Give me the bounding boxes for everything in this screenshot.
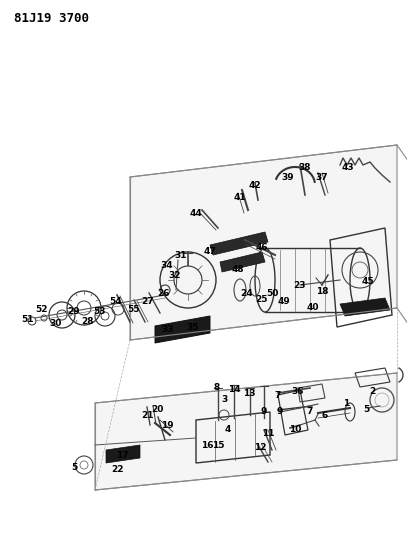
Text: 23: 23 — [294, 281, 306, 290]
Text: 24: 24 — [241, 289, 253, 298]
Text: 9: 9 — [261, 407, 267, 416]
Text: 16: 16 — [201, 441, 213, 450]
Text: 32: 32 — [169, 271, 181, 279]
Text: 10: 10 — [289, 425, 301, 434]
Text: 22: 22 — [112, 465, 124, 474]
Text: 5: 5 — [363, 406, 369, 415]
Text: 13: 13 — [243, 390, 255, 399]
Text: 19: 19 — [161, 421, 173, 430]
Text: 30: 30 — [50, 319, 62, 327]
Text: 18: 18 — [316, 287, 328, 296]
Text: 5: 5 — [71, 463, 77, 472]
Text: 14: 14 — [228, 385, 240, 394]
Text: 9: 9 — [277, 408, 283, 416]
Polygon shape — [340, 298, 390, 316]
Text: 3: 3 — [221, 395, 227, 405]
Text: 15: 15 — [212, 441, 224, 450]
Text: 31: 31 — [175, 251, 187, 260]
Polygon shape — [95, 373, 397, 490]
Text: 52: 52 — [36, 305, 48, 314]
Text: 1: 1 — [343, 399, 349, 408]
Text: 12: 12 — [254, 443, 266, 453]
Text: 42: 42 — [249, 182, 261, 190]
Text: 50: 50 — [266, 288, 278, 297]
Polygon shape — [130, 145, 397, 340]
Text: 21: 21 — [141, 411, 153, 421]
Text: 40: 40 — [307, 303, 319, 312]
Text: 4: 4 — [225, 425, 231, 434]
Text: 45: 45 — [362, 278, 374, 287]
Text: 36: 36 — [292, 387, 304, 397]
Polygon shape — [155, 316, 210, 343]
Text: 47: 47 — [204, 247, 217, 256]
Text: 33: 33 — [162, 326, 174, 335]
Text: 55: 55 — [127, 305, 139, 314]
Text: 26: 26 — [157, 288, 169, 297]
Text: 53: 53 — [94, 308, 106, 317]
Text: 27: 27 — [142, 297, 154, 306]
Text: 2: 2 — [369, 387, 375, 397]
Text: 38: 38 — [299, 164, 311, 173]
Text: 81J19 3700: 81J19 3700 — [14, 12, 89, 25]
Text: 46: 46 — [256, 244, 268, 253]
Text: 29: 29 — [68, 306, 80, 316]
Text: 43: 43 — [342, 163, 354, 172]
Polygon shape — [220, 252, 265, 272]
Text: 49: 49 — [278, 297, 290, 306]
Text: 48: 48 — [232, 265, 244, 274]
Text: 41: 41 — [234, 192, 246, 201]
Text: 44: 44 — [190, 209, 202, 219]
Text: 39: 39 — [282, 174, 294, 182]
Text: 54: 54 — [110, 297, 123, 306]
Text: 28: 28 — [82, 318, 94, 327]
Polygon shape — [210, 232, 268, 255]
Text: 20: 20 — [151, 406, 163, 415]
Text: 25: 25 — [256, 295, 268, 304]
Text: 8: 8 — [214, 383, 220, 392]
Text: 51: 51 — [22, 316, 34, 325]
Text: 7: 7 — [275, 392, 281, 400]
Polygon shape — [106, 445, 140, 463]
Text: 11: 11 — [262, 430, 274, 439]
Text: 34: 34 — [161, 261, 173, 270]
Text: 37: 37 — [316, 173, 328, 182]
Text: 35: 35 — [187, 322, 199, 332]
Text: 6: 6 — [322, 410, 328, 419]
Text: 17: 17 — [116, 450, 128, 459]
Text: 7: 7 — [307, 408, 313, 416]
